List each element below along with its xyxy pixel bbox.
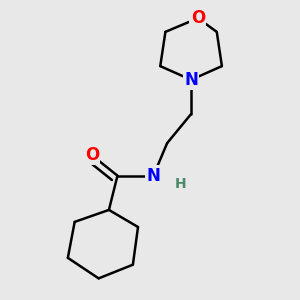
Text: O: O <box>85 146 99 164</box>
Text: N: N <box>146 167 161 185</box>
Text: N: N <box>184 71 198 89</box>
Text: H: H <box>175 177 187 190</box>
Text: O: O <box>191 9 205 27</box>
